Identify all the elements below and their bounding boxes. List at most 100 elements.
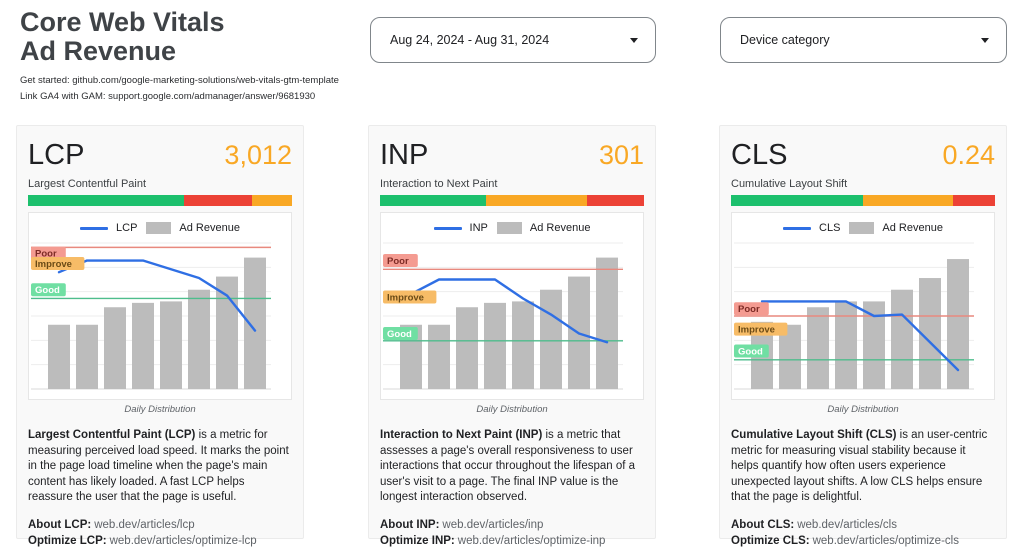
device-category-value: Device category [740, 33, 830, 47]
about-link: web.dev/articles/inp [442, 518, 544, 531]
optimize-line: Optimize CLS: web.dev/articles/optimize-c… [731, 533, 995, 549]
optimize-line: Optimize LCP: web.dev/articles/optimize-l… [28, 533, 292, 549]
about-link: web.dev/articles/cls [797, 518, 897, 531]
about-line: About CLS: web.dev/articles/cls [731, 517, 995, 533]
revenue-bar [947, 259, 969, 389]
metric-trend-line [760, 300, 960, 372]
revenue-bar [919, 278, 941, 389]
threshold-segment-red [183, 195, 253, 206]
line-swatch-icon [433, 226, 462, 230]
optimize-label: Optimize CLS: [731, 534, 810, 547]
legend-bar-item: Ad Revenue [146, 222, 240, 234]
chart-widget: CLS Ad Revenue Poor Improve Good [731, 212, 995, 400]
chart-widget: INP Ad Revenue Poor Improve Good [380, 212, 644, 400]
about-line: About LCP: web.dev/articles/lcp [28, 517, 292, 533]
legend-line-label: CLS [819, 222, 841, 234]
threshold-segment-red [952, 195, 995, 206]
optimize-link: web.dev/articles/optimize-lcp [109, 534, 257, 547]
revenue-bar [484, 302, 506, 389]
legend-line-label: INP [469, 222, 488, 234]
improve-annotation-tag [734, 322, 788, 336]
metric-name: CLS [731, 139, 788, 171]
line-swatch-icon [80, 226, 109, 230]
description-body: is a metric for measuring perceived load… [28, 429, 289, 503]
legend-bar-item: Ad Revenue [496, 222, 591, 234]
metric-trend-line [57, 259, 257, 332]
combo-chart[interactable]: Poor Improve Good [29, 239, 291, 399]
metric-name: INP [380, 139, 429, 171]
threshold-segment-green [380, 195, 486, 206]
about-label: About LCP: [28, 518, 92, 531]
description-lead: Interaction to Next Paint (INP) [380, 429, 543, 441]
metric-trend-line [409, 278, 609, 344]
get-started-caption: Get started: github.com/google-marketing… [20, 75, 339, 86]
threshold-segment-orange [485, 195, 588, 206]
optimize-label: Optimize INP: [380, 534, 455, 547]
about-label: About INP: [380, 518, 440, 531]
metric-card: CLS 0.24 Cumulative Layout Shift CLS Ad … [719, 125, 1007, 547]
device-category-select[interactable]: Device category [720, 17, 1007, 63]
about-link: web.dev/articles/lcp [94, 518, 195, 531]
optimize-link: web.dev/articles/optimize-inp [457, 534, 606, 547]
good-annotation-label: Good [387, 329, 412, 340]
about-label: About CLS: [731, 518, 795, 531]
revenue-bar [428, 324, 450, 389]
good-annotation-tag [31, 283, 66, 297]
improve-annotation-tag [31, 256, 85, 270]
bar-swatch-icon [146, 222, 172, 234]
report-header: Core Web Vitals Ad Revenue Get started: g… [20, 8, 339, 104]
revenue-bar [76, 324, 98, 389]
metric-links: About INP: web.dev/articles/inp Optimize … [380, 517, 644, 549]
metric-description: Largest Contentful Paint (LCP) is a metr… [28, 428, 292, 506]
revenue-bar [456, 307, 478, 389]
revenue-bar [244, 257, 266, 389]
revenue-bar [216, 276, 238, 389]
metric-subtitle: Interaction to Next Paint [380, 178, 498, 190]
legend-bar-label: Ad Revenue [882, 222, 943, 234]
revenue-bar [596, 257, 618, 389]
poor-annotation-tag [31, 246, 66, 260]
good-annotation-label: Good [35, 285, 60, 296]
improve-annotation-tag [383, 290, 437, 304]
card-header: CLS 0.24 [731, 138, 995, 172]
date-range-select[interactable]: Aug 24, 2024 - Aug 31, 2024 [370, 17, 656, 63]
good-annotation-tag [383, 327, 418, 341]
combo-chart[interactable]: Poor Improve Good [732, 239, 994, 399]
combo-chart[interactable]: Poor Improve Good [381, 239, 643, 399]
metric-value: 3,012 [224, 140, 292, 170]
legend-bar-label: Ad Revenue [179, 222, 240, 234]
legend-line-item: INP [433, 222, 488, 234]
description-body: is an user-centric metric for measuring … [731, 429, 988, 503]
card-header: INP 301 [380, 138, 644, 172]
poor-annotation-tag [383, 254, 418, 268]
metric-subtitle: Largest Contentful Paint [28, 178, 147, 190]
revenue-bar [48, 324, 70, 389]
description-lead: Largest Contentful Paint (LCP) [28, 429, 196, 441]
improve-annotation-label: Improve [387, 293, 424, 304]
revenue-bar [160, 301, 182, 389]
legend-line-label: LCP [116, 222, 138, 234]
x-axis-title: Daily Distribution [827, 404, 899, 415]
date-range-value: Aug 24, 2024 - Aug 31, 2024 [390, 33, 550, 47]
revenue-bar [807, 307, 829, 389]
line-swatch-icon [783, 226, 812, 230]
description-body: is a metric that assesses a page's overa… [380, 429, 636, 503]
poor-annotation-tag [734, 302, 769, 316]
threshold-segment-orange [863, 195, 953, 206]
threshold-distribution-bar [380, 195, 644, 206]
chart-legend: INP Ad Revenue [381, 217, 643, 239]
poor-annotation-label: Poor [387, 256, 409, 267]
chevron-down-icon [630, 37, 638, 43]
legend-bar-label: Ad Revenue [529, 222, 591, 234]
legend-bar-item: Ad Revenue [849, 222, 943, 234]
bar-swatch-icon [849, 222, 875, 234]
page-title: Core Web Vitals Ad Revenue [20, 8, 339, 66]
metric-value: 0.24 [942, 140, 995, 170]
metric-card: LCP 3,012 Largest Contentful Paint LCP A… [16, 125, 304, 547]
threshold-distribution-bar [731, 195, 995, 206]
revenue-bar [188, 289, 210, 389]
chart-widget: LCP Ad Revenue Poor Improve Good [28, 212, 292, 400]
threshold-distribution-bar [28, 195, 292, 206]
